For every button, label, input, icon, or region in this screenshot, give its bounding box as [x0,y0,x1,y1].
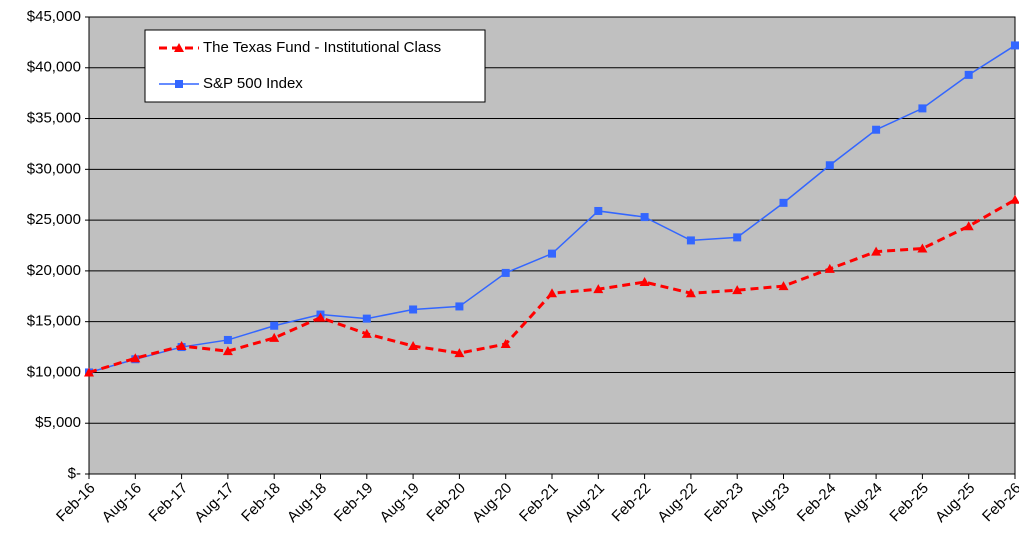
x-tick-label: Aug-18 [284,480,330,526]
marker [778,281,789,291]
y-tick-label: $35,000 [27,110,81,127]
marker [639,277,650,287]
marker [917,243,928,253]
marker [548,249,556,258]
x-tick-label: Feb-24 [794,480,840,526]
marker [270,321,279,330]
x-tick-label: Feb-20 [423,480,469,526]
marker [409,305,418,314]
marker [547,288,557,298]
marker [223,335,232,344]
marker [500,339,511,349]
marker [594,206,603,215]
marker [362,314,371,323]
x-tick-label: Feb-16 [53,480,99,526]
marker [779,198,788,207]
legend-label: S&P 500 Index [203,75,303,92]
y-tick-label: $40,000 [27,59,81,76]
legend-label: The Texas Fund - Institutional Class [203,39,441,56]
x-tick-label: Feb-23 [701,480,747,526]
x-tick-label: Aug-22 [654,480,700,526]
marker [685,288,696,298]
y-tick-label: $30,000 [27,160,81,177]
marker [361,328,372,338]
marker [871,246,882,256]
y-tick-label: $10,000 [27,363,81,380]
marker [733,233,742,242]
marker [640,213,649,222]
marker [455,302,464,311]
x-tick-label: Aug-24 [840,480,886,526]
y-tick-label: $5,000 [35,414,81,431]
marker [732,285,743,295]
marker [872,125,881,134]
x-tick-label: Aug-20 [469,480,515,526]
x-tick-label: Aug-23 [747,480,793,526]
x-tick-label: Feb-19 [331,480,377,526]
x-tick-label: Feb-18 [238,480,284,526]
marker [825,161,834,170]
marker [176,341,187,351]
marker [963,221,974,231]
x-tick-label: Aug-16 [99,480,145,526]
y-tick-label: $- [68,465,81,482]
marker [686,236,695,245]
y-tick-label: $15,000 [27,313,81,330]
x-tick-label: Feb-21 [516,480,562,526]
marker [130,353,141,363]
marker [454,348,465,358]
x-tick-label: Aug-19 [377,480,423,526]
marker [824,263,835,273]
marker [269,332,280,342]
marker [964,70,973,79]
x-tick-label: Aug-25 [932,480,978,526]
marker [174,43,184,52]
marker [222,346,233,356]
marker [84,367,94,377]
x-tick-label: Feb-26 [979,480,1019,526]
marker [408,341,419,351]
x-tick-label: Aug-21 [562,480,608,526]
marker [175,80,183,88]
y-tick-label: $45,000 [27,8,81,25]
x-tick-label: Aug-17 [191,480,237,526]
marker [1011,41,1019,50]
x-tick-label: Feb-17 [146,480,192,526]
x-tick-label: Feb-25 [886,480,932,526]
legend-box [144,29,486,103]
marker [918,104,927,113]
y-tick-label: $25,000 [27,211,81,228]
marker [315,312,326,322]
y-tick-label: $20,000 [27,262,81,279]
marker [501,268,510,277]
x-tick-label: Feb-22 [609,480,655,526]
marker [1010,194,1019,204]
marker [593,284,604,294]
